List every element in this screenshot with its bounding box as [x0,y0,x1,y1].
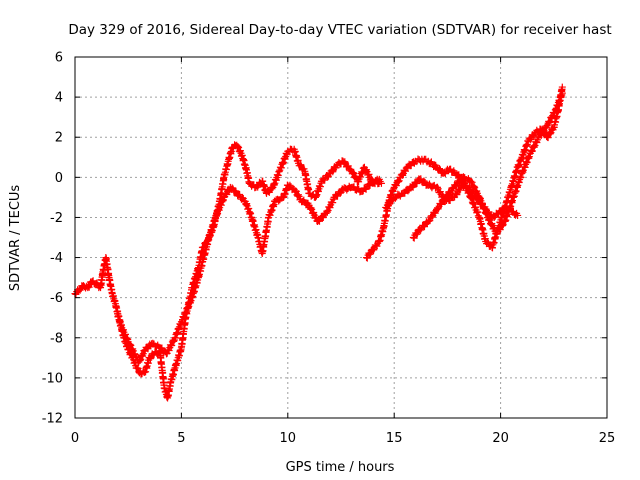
y-tick-label: -12 [42,412,63,427]
data-series [71,83,566,402]
trace-markers [410,91,566,242]
plot-frame [74,56,608,419]
y-tick-label: 0 [55,171,63,186]
y-tick-label: -4 [50,251,63,266]
x-tick-label: 20 [492,431,509,446]
series-trace-3 [363,83,566,262]
trace-markers [72,141,382,401]
x-tick-label: 25 [599,431,616,446]
x-tick-label: 0 [71,431,79,446]
x-axis-ticks: 0 5 10 15 20 25 [71,57,615,446]
y-tick-label: -8 [50,331,63,346]
y-tick-label: -6 [50,291,63,306]
trace-markers [114,177,384,366]
grid-lines [75,57,607,418]
x-tick-label: 10 [280,431,297,446]
y-tick-label: 2 [55,131,63,146]
x-tick-label: 5 [177,431,185,446]
trace-markers [363,85,566,262]
trace-markers [383,175,521,221]
series-trace-5 [409,89,566,242]
x-axis-label: GPS time / hours [286,460,395,475]
y-axis-ticks: -12 -10 -8 -6 -4 -2 0 2 4 6 [42,51,607,427]
y-tick-label: 6 [55,51,63,66]
x-tick-label: 15 [386,431,403,446]
series-trace-1 [71,141,383,402]
series-trace-2 [114,177,385,366]
chart-title: Day 329 of 2016, Sidereal Day-to-day VTE… [68,22,611,38]
y-tick-label: -2 [50,211,63,226]
y-tick-label: 4 [55,91,63,106]
y-axis-label: SDTVAR / TECUs [8,185,23,292]
y-tick-label: -10 [42,371,63,386]
